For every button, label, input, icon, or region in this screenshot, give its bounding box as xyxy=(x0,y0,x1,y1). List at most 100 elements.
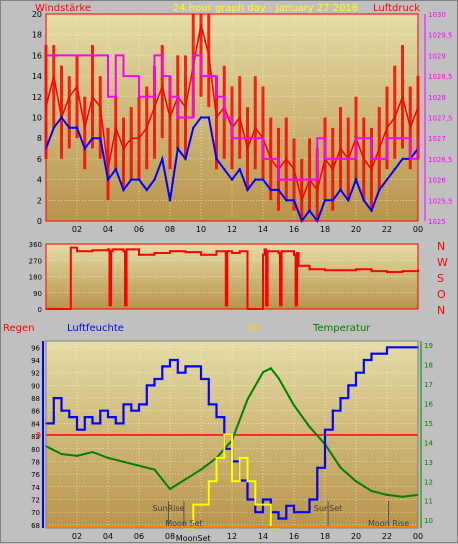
humidity-point-12 xyxy=(138,403,140,406)
wind-average-point-23 xyxy=(223,168,226,171)
pressure-point-46 xyxy=(401,137,404,140)
humidity-tick-86: 86 xyxy=(31,408,40,416)
uv-point-4 xyxy=(215,456,218,459)
humidity-point-38 xyxy=(339,397,342,400)
wind-average-point-46 xyxy=(401,157,404,161)
sunrise-label: SunRise xyxy=(152,504,184,513)
temperature-point-15 xyxy=(269,367,272,370)
climate-plot-frame xyxy=(45,340,419,529)
humidity-point-46 xyxy=(401,346,404,349)
pressure-point-47 xyxy=(409,157,412,160)
wind-left-tick-8: 8 xyxy=(37,134,42,143)
compass-label-4: N xyxy=(437,304,445,317)
direction-point-14 xyxy=(169,250,171,253)
humidity-point-40 xyxy=(355,371,357,374)
temperature-tick-18: 18 xyxy=(424,361,433,369)
wind-left-tick-4: 4 xyxy=(37,176,42,185)
left-label-windstaerke: Windstärke xyxy=(35,3,91,14)
pressure-right-tick-8: 1029 xyxy=(428,52,446,60)
label-luftfeuchte: Luftfeuchte xyxy=(67,323,124,334)
direction-tick-90: 90 xyxy=(33,290,42,298)
temperature-point-4 xyxy=(107,456,109,459)
temperature-tick-15: 15 xyxy=(424,420,433,428)
direction-point-36 xyxy=(308,268,311,271)
direction-point-31 xyxy=(280,250,283,253)
sunset-label: SunSet xyxy=(314,504,342,513)
wind-left-tick-0: 0 xyxy=(37,217,42,226)
direction-point-34 xyxy=(296,252,299,255)
left-label-regen: Regen xyxy=(3,323,35,334)
wind-average-point-29 xyxy=(269,188,272,192)
pressure-point-22 xyxy=(215,95,218,98)
climate-x-tick-14: 14 xyxy=(258,532,268,541)
pressure-point-21 xyxy=(207,75,210,78)
wind-average-point-22 xyxy=(215,157,218,161)
humidity-point-10 xyxy=(122,403,125,406)
humidity-tick-74: 74 xyxy=(31,484,40,492)
humidity-point-43 xyxy=(378,352,381,355)
moonrise-label: Moon Rise xyxy=(368,519,409,528)
wind-average-point-10 xyxy=(122,188,125,192)
humidity-point-22 xyxy=(215,416,218,419)
pressure-right-tick-7: 1028,5 xyxy=(428,73,453,81)
temperature-point-20 xyxy=(339,466,342,469)
uv-point-1 xyxy=(192,503,195,506)
wind-average-point-9 xyxy=(114,168,117,171)
direction-point-3 xyxy=(76,250,78,253)
uv-point-2 xyxy=(200,503,202,506)
pressure-right-tick-6: 1028 xyxy=(428,94,446,102)
direction-point-13 xyxy=(153,252,156,255)
pressure-point-44 xyxy=(386,137,388,140)
wind-x-tick-18: 18 xyxy=(320,225,330,234)
wind-left-tick-14: 14 xyxy=(32,72,42,81)
wind-average-point-30 xyxy=(277,188,280,192)
temperature-point-16 xyxy=(277,377,280,380)
humidity-point-37 xyxy=(331,409,334,412)
direction-point-16 xyxy=(200,253,202,256)
temperature-tick-12: 12 xyxy=(424,478,433,486)
uv-point-5 xyxy=(223,433,226,436)
wind-average-point-21 xyxy=(207,116,210,119)
humidity-tick-96: 96 xyxy=(31,344,40,352)
humidity-tick-88: 88 xyxy=(31,395,40,403)
humidity-point-15 xyxy=(161,365,164,368)
rain-value-label: 0 xyxy=(36,431,41,440)
direction-point-12 xyxy=(138,253,140,256)
humidity-point-39 xyxy=(347,384,350,387)
climate-x-tick-16: 16 xyxy=(289,532,299,541)
wind-plot-frame xyxy=(45,13,419,222)
climate-x-tick-06: 06 xyxy=(134,532,144,541)
direction-point-35 xyxy=(297,264,300,267)
wind-x-tick-00: 00 xyxy=(413,225,423,234)
humidity-point-7 xyxy=(99,409,102,412)
temperature-point-6 xyxy=(138,464,140,467)
pressure-point-37 xyxy=(331,157,334,160)
pressure-point-13 xyxy=(145,95,148,98)
direction-point-17 xyxy=(215,250,218,253)
humidity-point-20 xyxy=(200,378,202,381)
direction-point-5 xyxy=(107,248,109,251)
wind-x-tick-06: 06 xyxy=(134,225,144,234)
wind-average-point-41 xyxy=(362,199,365,202)
wind-average-point-7 xyxy=(99,137,102,140)
pressure-right-tick-4: 1027 xyxy=(428,135,446,143)
uv-line xyxy=(185,433,279,529)
wind-average-point-40 xyxy=(354,178,358,181)
wind-average-point-2 xyxy=(60,116,63,119)
climate-x-tick-02: 02 xyxy=(72,532,82,541)
direction-point-38 xyxy=(339,269,342,272)
wind-average-point-36 xyxy=(323,199,327,202)
direction-point-28 xyxy=(266,250,269,253)
wind-left-tick-10: 10 xyxy=(32,114,42,123)
pressure-point-35 xyxy=(316,137,319,140)
compass-label-2: S xyxy=(437,272,444,285)
humidity-tick-80: 80 xyxy=(31,446,40,454)
humidity-point-28 xyxy=(262,498,264,501)
pressure-point-40 xyxy=(355,137,357,140)
wind-left-tick-2: 2 xyxy=(37,196,42,205)
wind-average-point-1 xyxy=(52,126,55,130)
pressure-point-28 xyxy=(262,157,264,160)
wind-average-point-38 xyxy=(339,188,342,192)
